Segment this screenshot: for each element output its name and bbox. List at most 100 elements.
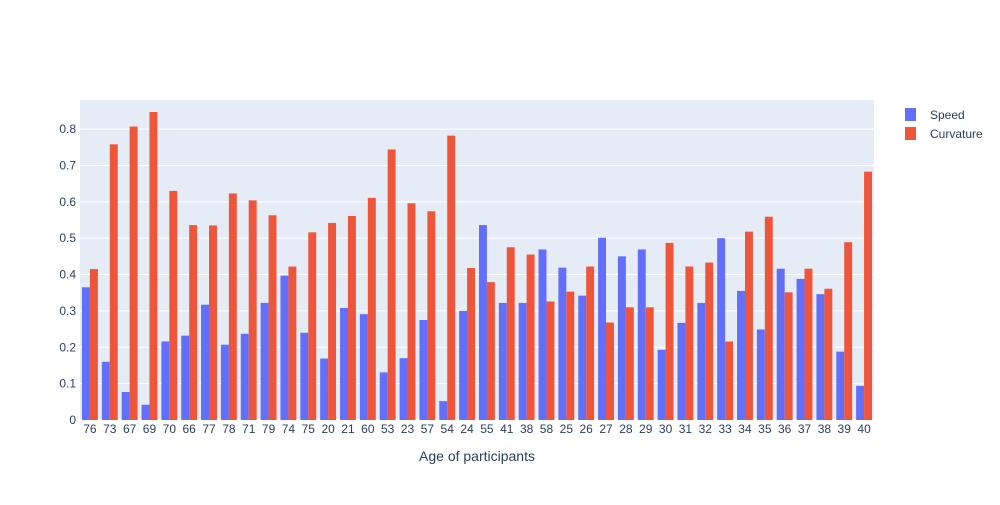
bar-speed[interactable] xyxy=(498,302,507,420)
bar-curvature[interactable] xyxy=(169,190,178,420)
bar-curvature[interactable] xyxy=(506,247,515,420)
bar-speed[interactable] xyxy=(478,225,487,420)
bar-curvature[interactable] xyxy=(546,301,555,420)
x-tick-label: 36 xyxy=(778,422,792,436)
bar-curvature[interactable] xyxy=(347,216,356,420)
bar-curvature[interactable] xyxy=(447,135,456,421)
bar-speed[interactable] xyxy=(141,404,150,420)
bar-speed[interactable] xyxy=(816,294,825,420)
bar-speed[interactable] xyxy=(538,249,547,420)
bar-curvature[interactable] xyxy=(625,307,634,420)
x-tick-label: 69 xyxy=(143,422,157,436)
bar-curvature[interactable] xyxy=(784,292,793,420)
bar-curvature[interactable] xyxy=(268,215,277,420)
bar-speed[interactable] xyxy=(796,278,805,420)
bar-speed[interactable] xyxy=(399,358,408,420)
bar-speed[interactable] xyxy=(617,256,626,420)
x-tick-label: 71 xyxy=(242,422,256,436)
bar-curvature[interactable] xyxy=(566,291,575,420)
bar-curvature[interactable] xyxy=(744,231,753,420)
bar-curvature[interactable] xyxy=(189,225,198,420)
bar-speed[interactable] xyxy=(101,361,110,420)
bar-curvature[interactable] xyxy=(864,171,873,420)
bar-speed[interactable] xyxy=(717,238,726,420)
legend[interactable]: Speed Curvature xyxy=(905,108,983,141)
bar-speed[interactable] xyxy=(637,249,646,420)
bar-speed[interactable] xyxy=(240,333,249,420)
bar-curvature[interactable] xyxy=(89,269,98,420)
legend-swatch-speed[interactable] xyxy=(905,108,916,121)
bar-speed[interactable] xyxy=(320,358,329,420)
bar-curvature[interactable] xyxy=(844,242,853,420)
bar-speed[interactable] xyxy=(201,304,210,420)
y-tick-label: 0.6 xyxy=(59,195,76,209)
legend-label-speed[interactable]: Speed xyxy=(930,108,965,122)
x-axis-title: Age of participants xyxy=(419,448,535,464)
bar-speed[interactable] xyxy=(300,332,309,420)
bar-speed[interactable] xyxy=(776,268,785,420)
bar-speed[interactable] xyxy=(379,372,388,420)
x-tick-label: 53 xyxy=(381,422,395,436)
bar-curvature[interactable] xyxy=(407,203,416,420)
bar-curvature[interactable] xyxy=(248,200,257,420)
bar-speed[interactable] xyxy=(181,335,190,420)
bar-speed[interactable] xyxy=(558,267,567,420)
bar-curvature[interactable] xyxy=(209,225,217,420)
bar-curvature[interactable] xyxy=(149,112,158,420)
bar-curvature[interactable] xyxy=(685,266,694,420)
bar-speed[interactable] xyxy=(856,385,865,420)
bar-curvature[interactable] xyxy=(665,242,674,420)
bar-curvature[interactable] xyxy=(387,149,396,421)
bar-curvature[interactable] xyxy=(526,254,535,420)
bar-curvature[interactable] xyxy=(606,322,614,420)
bar-curvature[interactable] xyxy=(486,282,495,420)
bar-curvature[interactable] xyxy=(367,197,376,420)
x-tick-label: 20 xyxy=(321,422,335,436)
bar-curvature[interactable] xyxy=(645,307,654,420)
x-tick-label: 77 xyxy=(202,422,216,436)
x-tick-label: 23 xyxy=(401,422,415,436)
bars xyxy=(81,112,873,421)
bar-speed[interactable] xyxy=(836,351,845,420)
x-tick-label: 29 xyxy=(639,422,653,436)
x-tick-label: 25 xyxy=(560,422,574,436)
bar-curvature[interactable] xyxy=(764,216,773,420)
bar-speed[interactable] xyxy=(419,320,428,420)
bar-curvature[interactable] xyxy=(228,193,237,420)
bar-speed[interactable] xyxy=(439,401,448,420)
bar-curvature[interactable] xyxy=(109,144,118,420)
bar-curvature[interactable] xyxy=(586,266,595,420)
bar-curvature[interactable] xyxy=(129,126,138,420)
bar-speed[interactable] xyxy=(359,314,368,420)
bar-speed[interactable] xyxy=(121,392,130,420)
bar-speed[interactable] xyxy=(161,341,170,420)
bar-speed[interactable] xyxy=(657,349,666,420)
bar-speed[interactable] xyxy=(260,302,269,420)
bar-curvature[interactable] xyxy=(804,268,813,420)
x-tick-label: 70 xyxy=(163,422,177,436)
bar-curvature[interactable] xyxy=(427,211,436,420)
bar-curvature[interactable] xyxy=(824,288,833,420)
bar-speed[interactable] xyxy=(340,308,348,420)
legend-swatch-curvature[interactable] xyxy=(905,127,916,140)
bar-curvature[interactable] xyxy=(328,222,337,420)
x-tick-label: 27 xyxy=(599,422,613,436)
bar-speed[interactable] xyxy=(81,287,90,420)
bar-speed[interactable] xyxy=(756,329,765,420)
bar-speed[interactable] xyxy=(677,322,686,420)
bar-curvature[interactable] xyxy=(705,262,714,420)
bar-curvature[interactable] xyxy=(288,266,297,420)
bar-speed[interactable] xyxy=(220,344,229,420)
bar-speed[interactable] xyxy=(578,295,587,420)
bar-curvature[interactable] xyxy=(467,268,476,420)
bar-speed[interactable] xyxy=(459,310,468,420)
bar-speed[interactable] xyxy=(737,290,745,420)
bar-speed[interactable] xyxy=(518,302,527,420)
bar-speed[interactable] xyxy=(598,237,607,420)
legend-label-curvature[interactable]: Curvature xyxy=(930,127,983,141)
bar-speed[interactable] xyxy=(697,302,706,420)
bar-curvature[interactable] xyxy=(308,232,317,420)
bar-speed[interactable] xyxy=(280,275,289,420)
bar-curvature[interactable] xyxy=(725,341,734,420)
